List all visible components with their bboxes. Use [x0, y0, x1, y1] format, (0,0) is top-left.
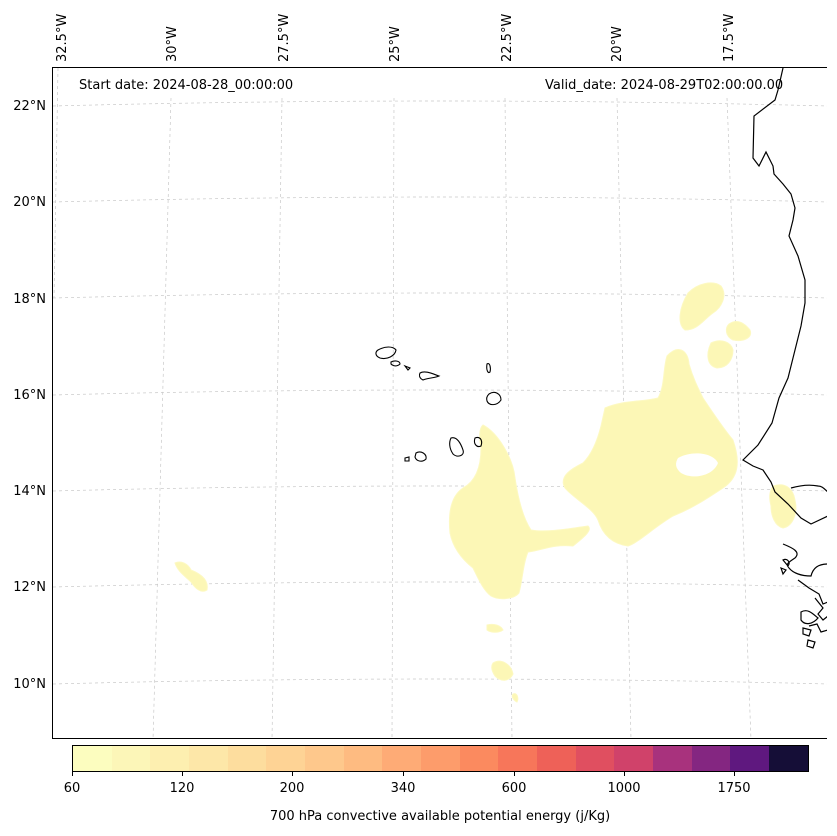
coastline-mauritania-senegal: [742, 68, 827, 525]
cape-patch-south2: [491, 660, 514, 681]
colorbar-tick: [292, 772, 293, 776]
island-sal: [486, 363, 491, 374]
lon-label-25w: 25°W: [388, 26, 403, 62]
meridian-32-5w: [53, 68, 59, 299]
lon-label-32-5w: 32.5°W: [55, 13, 70, 62]
colorbar-tick-label-600: 600: [501, 781, 527, 796]
colorbar-segment: [421, 746, 460, 771]
cape-patch-west1: [174, 561, 208, 592]
colorbar-tick: [72, 772, 73, 776]
colorbar-segment: [769, 746, 808, 771]
meridian-17-5w: [726, 97, 752, 738]
valid-date-label: Valid_date: 2024-08-29T02:00:00.00: [545, 78, 784, 93]
cape-patch-east-hole: [676, 453, 718, 477]
colorbar-tick: [403, 772, 404, 776]
cape-patch-north2: [725, 321, 752, 341]
meridian-22-5w: [504, 97, 513, 738]
lon-label-30w: 30°W: [165, 26, 180, 62]
island-sao-vicente: [390, 360, 401, 367]
lon-label-20w: 20°W: [610, 26, 625, 62]
island-sao-nicolau: [418, 371, 441, 381]
colorbar-segment: [189, 746, 228, 771]
colorbar: [72, 745, 809, 772]
colorbar-segment: [305, 746, 344, 771]
lon-label-27-5w: 27.5°W: [277, 13, 292, 62]
parallel-14n: [53, 485, 827, 492]
colorbar-tick: [734, 772, 735, 776]
parallel-20n: [53, 196, 827, 203]
meridian-30w: [152, 97, 172, 738]
cape-patch-central: [448, 424, 590, 600]
lat-label-20n: 20°N: [13, 195, 46, 210]
island-brava: [404, 456, 410, 462]
west-africa-coastline: [742, 68, 827, 649]
lat-label-14n: 14°N: [13, 484, 46, 499]
cape-field: [174, 282, 797, 703]
island-santa-luzia: [403, 364, 411, 371]
colorbar-tick-label-1750: 1750: [717, 781, 751, 796]
meridian-25w: [391, 97, 395, 738]
cape-patch-south3: [511, 693, 519, 703]
coastline-guinea-south: [800, 610, 827, 633]
cape-patch-south1: [486, 623, 504, 633]
lon-label-17-5w: 17.5°W: [722, 13, 737, 62]
colorbar-segment: [111, 746, 151, 771]
map-canvas: [53, 68, 827, 738]
lat-label-22n: 22°N: [13, 99, 46, 114]
island-santiago: [449, 437, 464, 457]
colorbar-segment: [227, 746, 267, 771]
colorbar-segment: [382, 746, 422, 771]
parallel-16n: [53, 389, 827, 396]
parallel-12n: [53, 581, 827, 588]
coastline-islands-bijagos: [780, 558, 816, 649]
cape-patch-gambia: [769, 484, 797, 529]
lat-label-16n: 16°N: [13, 388, 46, 403]
colorbar-title: 700 hPa convective available potential e…: [269, 809, 611, 824]
cape-patch-east: [562, 349, 738, 547]
coastline-guinea-inlets: [797, 579, 827, 621]
colorbar-segment: [266, 746, 306, 771]
parallel-10n: [53, 678, 827, 685]
start-date-label: Start date: 2024-08-28_00:00:00: [79, 78, 294, 93]
cape-patch-north1: [679, 282, 725, 331]
colorbar-segment: [653, 746, 692, 771]
lon-label-22-5w: 22.5°W: [500, 13, 515, 62]
colorbar-segment: [730, 746, 770, 771]
colorbar-tick: [624, 772, 625, 776]
lat-label-12n: 12°N: [13, 580, 46, 595]
cape-patch-north3: [707, 340, 734, 369]
colorbar-segment: [691, 746, 731, 771]
colorbar-tick-label-200: 200: [279, 781, 305, 796]
island-maio: [473, 436, 483, 448]
meridian-20w: [616, 97, 632, 738]
colorbar-tick: [182, 772, 183, 776]
colorbar-segment: [498, 746, 538, 771]
coastline-gambia-river: [790, 484, 827, 492]
coastline-guinea-bissau: [782, 543, 827, 577]
colorbar-segment: [343, 746, 383, 771]
colorbar-tick-label-60: 60: [63, 781, 81, 796]
lat-label-18n: 18°N: [13, 292, 46, 307]
lat-label-10n: 10°N: [13, 677, 46, 692]
colorbar-segment: [537, 746, 576, 771]
colorbar-segment: [614, 746, 654, 771]
colorbar-tick-label-340: 340: [390, 781, 416, 796]
colorbar-segment: [150, 746, 190, 771]
parallel-18n: [53, 292, 827, 299]
island-fogo: [414, 451, 427, 462]
meridian-27-5w: [271, 97, 283, 738]
island-santo-antao: [375, 346, 397, 360]
colorbar-segment: [459, 746, 499, 771]
colorbar-segment: [73, 746, 112, 771]
colorbar-tick-label-120: 120: [169, 781, 195, 796]
parallel-22n: [53, 100, 827, 107]
colorbar-segment: [575, 746, 615, 771]
cape-verde-islands: [375, 346, 502, 462]
colorbar-tick-label-1000: 1000: [607, 781, 641, 796]
graticule: [53, 68, 827, 738]
colorbar-tick: [514, 772, 515, 776]
island-boa-vista: [486, 391, 502, 406]
map-panel[interactable]: [52, 67, 827, 739]
